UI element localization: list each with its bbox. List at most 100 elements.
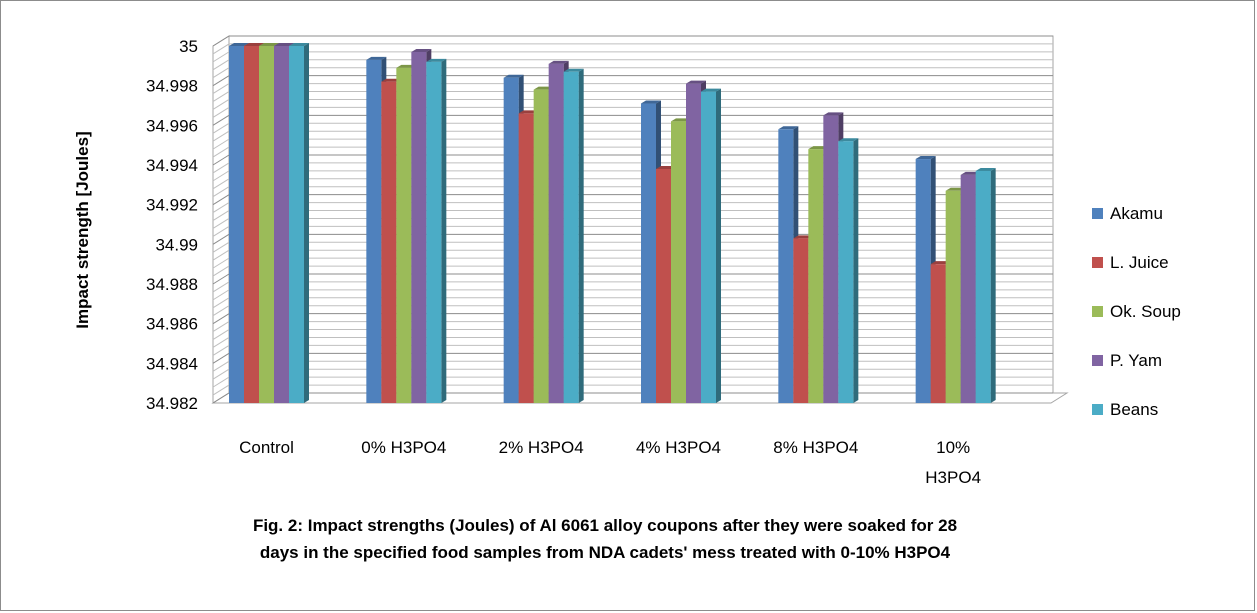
y-tick-label: 34.982 [146, 394, 198, 413]
gridline-minor-side [212, 83, 230, 95]
y-tick-label: 34.988 [146, 275, 198, 294]
gridline-minor-side [212, 170, 230, 182]
legend-label: Beans [1110, 400, 1158, 419]
bar-top [641, 100, 661, 104]
y-tick-label: 34.99 [155, 235, 198, 254]
gridline-minor-side [212, 146, 230, 158]
gridline-minor-side [212, 329, 230, 340]
bar-side [990, 167, 996, 403]
bar-top [259, 43, 279, 46]
gridline-major-side [212, 35, 230, 47]
bar-face [671, 121, 686, 403]
bar-top [563, 68, 584, 72]
gridline-minor-side [212, 106, 230, 118]
gridline-major-side [212, 273, 230, 285]
bar-face [229, 46, 244, 403]
legend-swatch [1092, 257, 1103, 268]
gridline-minor-side [212, 186, 230, 198]
gridline-minor-side [212, 281, 230, 293]
gridline-minor-side [212, 225, 230, 237]
y-axis-title: Impact strength [Joules] [73, 131, 92, 328]
bars [229, 43, 996, 404]
y-axis-ticks: 35 34.998 34.996 34.994 34.992 34.99 34.988 34.… [146, 37, 198, 413]
bar [426, 58, 447, 403]
gridline-minor-side [212, 138, 230, 150]
legend-label: P. Yam [1110, 351, 1162, 370]
gridline-major-side [212, 154, 230, 166]
bar-face [808, 149, 824, 403]
bar-face [426, 61, 442, 403]
y-tick-label: 34.996 [146, 116, 198, 135]
gridline-minor-side [212, 384, 230, 396]
bar-top [411, 48, 432, 52]
bar-face [381, 81, 397, 403]
gridline-major-side [212, 352, 230, 364]
gridline-minor-side [212, 337, 230, 348]
y-tick-label: 34.994 [146, 156, 198, 175]
legend-label: Ok. Soup [1110, 302, 1181, 321]
bar [701, 88, 721, 403]
gridline-minor-side [212, 51, 230, 63]
bar-face [930, 264, 946, 403]
bar-top [975, 167, 996, 171]
bar [289, 43, 309, 403]
bar-face [793, 238, 809, 403]
legend-swatch [1092, 404, 1103, 415]
bar-face [518, 113, 534, 403]
gridline-minor-side [212, 257, 230, 269]
gridline-minor-side [212, 202, 230, 214]
bar-face [244, 46, 259, 403]
bar-face [778, 129, 794, 404]
x-tick-label: Control [239, 438, 294, 457]
gridline-minor-side [212, 376, 230, 388]
gridline-minor-side [212, 178, 230, 190]
x-tick-label: 8% H3PO4 [773, 438, 858, 457]
bar-face [503, 77, 519, 403]
gridline-minor-side [212, 130, 230, 142]
bar-side [853, 138, 859, 403]
legend-swatch [1092, 306, 1103, 317]
bar [975, 167, 996, 403]
gridline-minor-side [212, 162, 230, 174]
gridline-minor-side [212, 59, 230, 71]
bar-side [578, 68, 584, 404]
bar-face [686, 83, 701, 403]
bar-face [838, 141, 854, 403]
figure-caption: Fig. 2: Impact strengths (Joules) of Al … [252, 516, 958, 562]
bar-top [823, 112, 844, 116]
bar-face [945, 190, 961, 403]
gridline-minor-side [212, 265, 230, 277]
gridline-minor-side [212, 360, 230, 372]
bar-side [441, 58, 447, 403]
x-tick-label: H3PO4 [925, 468, 981, 487]
bar-top [244, 43, 264, 46]
x-axis-labels: Control 0% H3PO4 2% H3PO4 4% H3PO4 8% H3PO4 1… [239, 438, 981, 487]
bar-face [656, 168, 671, 403]
y-tick-label: 34.992 [146, 196, 198, 215]
bar-top [838, 138, 859, 142]
bar-top [686, 80, 706, 84]
y-tick-label: 34.998 [146, 77, 198, 96]
bar-face [915, 159, 931, 403]
gridline-minor-side [212, 249, 230, 261]
bar-top [915, 156, 936, 160]
gridline-major-side [212, 114, 230, 126]
gridline-minor-side [212, 99, 230, 110]
gridline-minor-side [212, 91, 230, 102]
bar-top [229, 43, 249, 46]
legend-swatch [1092, 208, 1103, 219]
bar-face [411, 51, 427, 403]
bar-top [426, 58, 447, 62]
bar-face [533, 89, 549, 403]
bar-top [701, 88, 721, 92]
y-tick-label: 34.986 [146, 315, 198, 334]
bar-face [259, 46, 274, 403]
y-tick-label: 35 [179, 37, 198, 56]
bar-face [289, 46, 304, 403]
legend-swatch [1092, 355, 1103, 366]
gridline-major-side [212, 313, 230, 325]
bar-face [274, 46, 289, 403]
gridline-minor-side [212, 289, 230, 301]
